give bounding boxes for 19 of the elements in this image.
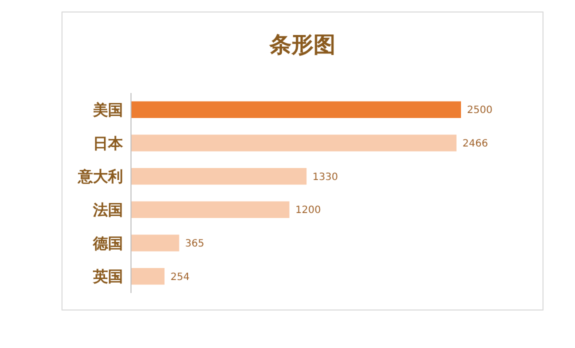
data-label: 1330 — [312, 172, 338, 183]
bar — [131, 168, 307, 185]
y-tick-label: 英国 — [92, 268, 123, 286]
y-tick-label: 德国 — [92, 234, 123, 252]
data-label: 2466 — [462, 138, 488, 150]
chart-title: 条形图 — [268, 32, 336, 58]
data-label: 365 — [185, 238, 204, 250]
bar — [131, 234, 180, 252]
bar — [131, 201, 290, 218]
data-label: 1200 — [295, 205, 321, 216]
y-tick-label: 意大利 — [77, 168, 123, 186]
y-tick-label: 法国 — [92, 200, 123, 219]
y-tick-label: 美国 — [92, 100, 123, 119]
bar — [131, 101, 461, 118]
bar — [131, 268, 165, 285]
data-label: 2500 — [467, 105, 492, 116]
y-tick-label: 日本 — [93, 134, 124, 152]
data-label: 254 — [170, 272, 190, 283]
bar — [131, 134, 457, 152]
